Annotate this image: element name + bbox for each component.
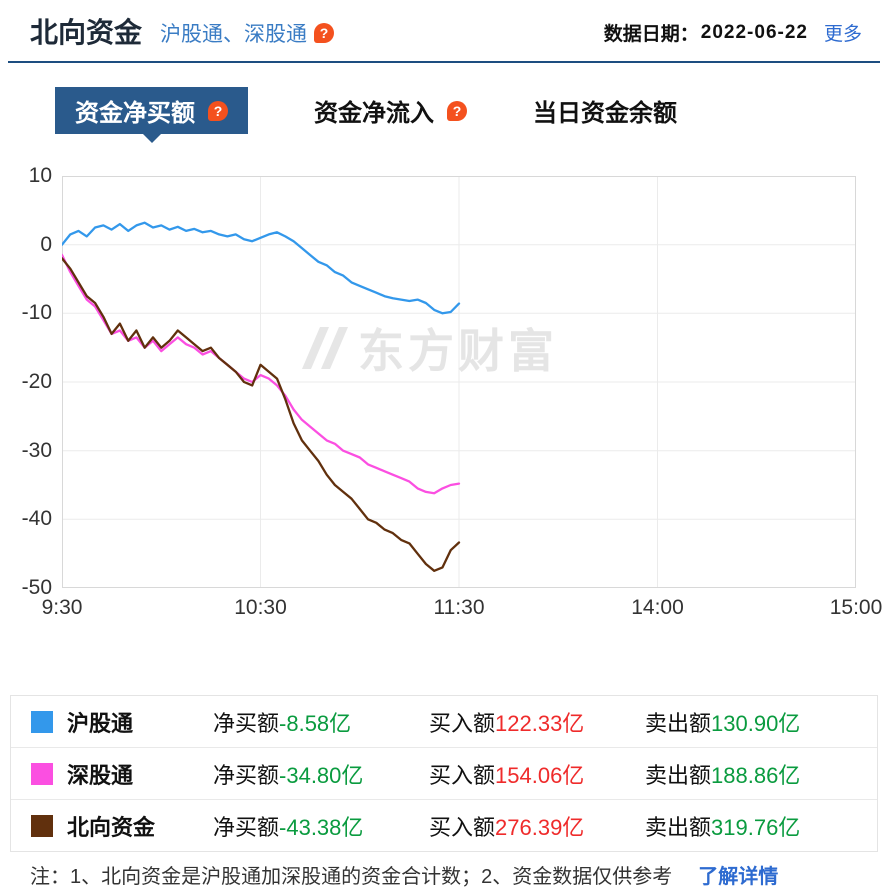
help-icon[interactable]: ? [208,100,228,121]
sell-cell: 卖出额 130.90亿 [645,706,861,738]
buy-cell: 买入额 122.33亿 [429,706,645,738]
sell-cell: 卖出额 319.76亿 [645,810,861,842]
chart-plot-area [62,176,856,588]
y-axis-tick-label: -50 [21,576,52,599]
tab-label: 资金净流入 [314,100,434,127]
buy-cell: 买入额 276.39亿 [429,810,645,842]
tab-bar: 资金净买额 ? 资金净流入 ? 当日资金余额 [55,87,888,143]
legend-swatch-beixiang [31,814,53,837]
x-axis-tick-label: 11:30 [433,596,485,619]
data-date-value: 2022-06-22 [700,21,808,43]
net-buy-cell: 净买额 -43.38亿 [213,810,429,842]
sell-label: 卖出额 [645,710,712,736]
table-row: 沪股通 净买额 -8.58亿 买入额 122.33亿 卖出额 130.90亿 [11,696,877,747]
tab-label: 当日资金余额 [533,100,677,127]
sell-value: 319.76亿 [711,814,801,840]
line-chart: 10 0 -10 -20 -30 -40 -50 9:30 10:30 11:30 14:00 15… [0,158,888,636]
footnote-detail-link[interactable]: 了解详情 [698,866,779,888]
series-name: 沪股通 [67,710,134,736]
data-date-label: 数据日期： [603,24,699,45]
sell-value: 130.90亿 [711,710,801,736]
net-buy-value: -43.38亿 [279,814,364,840]
header: 北向资金 沪股通、深股通 ? 数据日期： 2022-06-22 更多 [0,0,888,61]
net-buy-label: 净买额 [213,814,280,840]
sell-label: 卖出额 [645,814,712,840]
x-axis-tick-label: 10:30 [234,596,287,619]
y-axis-tick-label: -30 [21,438,52,462]
y-axis-tick-label: 0 [40,232,52,256]
net-buy-cell: 净买额 -34.80亿 [213,758,429,790]
legend-swatch-shengutong [31,762,53,785]
help-icon[interactable]: ? [314,22,335,43]
x-axis-tick-label: 15:00 [829,596,883,619]
buy-label: 买入额 [429,814,496,840]
series-name: 北向资金 [67,814,156,840]
page-title: 北向资金 [30,17,143,48]
net-buy-label: 净买额 [213,762,280,788]
buy-label: 买入额 [429,762,496,788]
net-buy-cell: 净买额 -8.58亿 [213,706,429,738]
table-row: 深股通 净买额 -34.80亿 买入额 154.06亿 卖出额 188.86亿 [11,747,877,799]
active-tab-arrow-icon [142,134,161,143]
net-buy-label: 净买额 [213,710,280,736]
buy-value: 276.39亿 [495,814,585,840]
page-subtitle: 沪股通、深股通 [160,22,308,46]
net-buy-value: -8.58亿 [279,710,352,736]
buy-label: 买入额 [429,710,496,736]
sell-label: 卖出额 [645,762,712,788]
footnote-text: 注：1、北向资金是沪股通加深股通的资金合计数；2、资金数据仅供参考 [30,866,673,888]
legend-table: 沪股通 净买额 -8.58亿 买入额 122.33亿 卖出额 130.90亿 深… [10,695,878,852]
x-axis-tick-label: 9:30 [41,596,83,619]
y-axis-tick-label: -10 [21,301,52,325]
y-axis-tick-label: -20 [21,370,52,393]
buy-cell: 买入额 154.06亿 [429,758,645,790]
y-axis-tick-label: 10 [28,164,52,187]
buy-value: 154.06亿 [495,762,585,788]
net-buy-value: -34.80亿 [279,762,364,788]
header-right: 数据日期： 2022-06-22 更多 [604,19,862,46]
table-row: 北向资金 净买额 -43.38亿 买入额 276.39亿 卖出额 319.76亿 [11,799,877,851]
tab-label: 资金净买额 [75,100,195,127]
y-axis-tick-label: -40 [21,507,52,531]
header-divider [8,61,880,63]
sell-cell: 卖出额 188.86亿 [645,758,861,790]
tab-net-inflow[interactable]: 资金净流入 ? [314,87,467,134]
sell-value: 188.86亿 [711,762,801,788]
buy-value: 122.33亿 [495,710,585,736]
tab-day-fund-balance[interactable]: 当日资金余额 [533,87,677,134]
more-link[interactable]: 更多 [823,24,862,45]
legend-swatch-hugutong [31,710,53,733]
help-icon[interactable]: ? [447,100,467,121]
x-axis-tick-label: 14:00 [631,596,684,619]
series-name: 深股通 [67,762,134,788]
tab-net-buy-amount[interactable]: 资金净买额 ? [55,87,248,143]
footnote: 注：1、北向资金是沪股通加深股通的资金合计数；2、资金数据仅供参考 了解详情 [30,860,888,889]
